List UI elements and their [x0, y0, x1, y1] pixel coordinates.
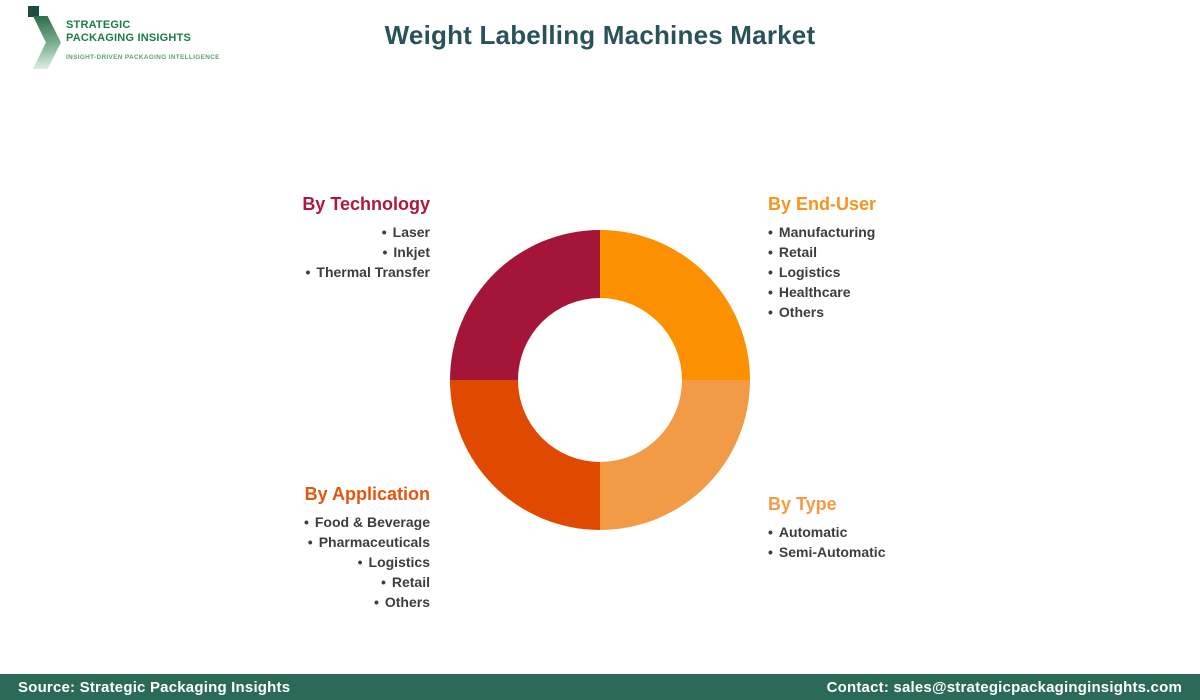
list-item: • Thermal Transfer	[120, 262, 430, 282]
list-item: • Automatic	[768, 522, 1078, 542]
bullet-dot: •	[303, 514, 309, 530]
list-item: • Logistics	[120, 552, 430, 572]
list-item-label: Retail	[391, 574, 430, 590]
category-block-technology: By Technology • Laser • Inkjet • Thermal Tr…	[120, 193, 430, 282]
list-item-label: Manufacturing	[778, 224, 876, 240]
footer-source-text: Source: Strategic Packaging Insights	[18, 678, 291, 696]
bullet-dot: •	[768, 524, 773, 540]
category-title-enduser: By End-User	[768, 194, 877, 214]
list-item: • Healthcare	[768, 282, 1078, 302]
list-item: • Retail	[120, 572, 430, 592]
category-block-type: By Type • Automatic • Semi-Automatic	[768, 493, 1078, 562]
donut-hole	[518, 298, 682, 462]
brand-logo: STRATEGIC PACKAGING INSIGHTS INSIGHT-DRI…	[28, 6, 220, 76]
footer-contact-text: Contact: sales@strategicpackaginginsight…	[826, 678, 1182, 696]
list-item-label: Retail	[778, 244, 818, 260]
footer-bar: Source: Strategic Packaging Insights Con…	[0, 674, 1200, 700]
list-item: • Retail	[768, 242, 1078, 262]
bullet-dot: •	[381, 224, 387, 240]
list-item-label: Others	[384, 594, 430, 610]
list-item-label: Logistics	[368, 554, 430, 570]
list-item-label: Logistics	[778, 264, 841, 280]
brand-name: STRATEGIC PACKAGING INSIGHTS INSIGHT-DRI…	[66, 19, 220, 61]
list-item-label: Pharmaceuticals	[318, 534, 430, 550]
list-item: • Pharmaceuticals	[120, 532, 430, 552]
bullet-dot: •	[307, 534, 313, 550]
bullet-dot: •	[768, 284, 773, 300]
bullet-dot: •	[768, 304, 773, 320]
list-item-label: Others	[778, 304, 825, 320]
list-item: • Inkjet	[120, 242, 430, 262]
list-item-label: Healthcare	[778, 284, 851, 300]
list-item-label: Inkjet	[393, 244, 430, 260]
bullet-dot: •	[768, 264, 773, 280]
list-item: • Semi-Automatic	[768, 542, 1078, 562]
bullet-dot: •	[373, 594, 379, 610]
bullet-dot: •	[768, 224, 773, 240]
bullet-dot: •	[357, 554, 363, 570]
brand-name-line1: STRATEGIC	[66, 19, 131, 31]
list-item-label: Semi-Automatic	[778, 544, 886, 560]
bullet-dot: •	[382, 244, 388, 260]
list-item: • Logistics	[768, 262, 1078, 282]
list-item: • Others	[768, 302, 1078, 322]
category-list-type: • Automatic • Semi-Automatic	[768, 522, 1078, 562]
category-block-application: By Application • Food & Beverage • Pharmac…	[120, 483, 430, 612]
bullet-dot: •	[380, 574, 386, 590]
list-item: • Others	[120, 592, 430, 612]
list-item-label: Laser	[392, 224, 430, 240]
category-title-application: By Application	[304, 484, 430, 504]
list-item-label: Automatic	[778, 524, 848, 540]
brand-name-line2: PACKAGING INSIGHTS	[66, 32, 192, 44]
donut-chart	[450, 230, 750, 530]
list-item: • Manufacturing	[768, 222, 1078, 242]
logo-accent-square	[28, 6, 39, 17]
category-title-technology: By Technology	[302, 194, 430, 214]
category-title-type: By Type	[768, 494, 837, 514]
page-title: Weight Labelling Machines Market	[384, 20, 816, 50]
brand-tagline: INSIGHT-DRIVEN PACKAGING INTELLIGENCE	[66, 54, 220, 61]
category-list-application: • Food & Beverage • Pharmaceuticals • Logis…	[120, 512, 430, 612]
bullet-dot: •	[768, 244, 773, 260]
category-list-technology: • Laser • Inkjet • Thermal Transfer	[120, 222, 430, 282]
bullet-dot: •	[305, 264, 311, 280]
category-block-enduser: By End-User • Manufacturing • Retail • Logi…	[768, 193, 1078, 322]
bullet-dot: •	[768, 544, 773, 560]
list-item: • Food & Beverage	[120, 512, 430, 532]
category-list-enduser: • Manufacturing • Retail • Logistics • Healt…	[768, 222, 1078, 322]
list-item-label: Thermal Transfer	[316, 264, 430, 280]
list-item: • Laser	[120, 222, 430, 242]
list-item-label: Food & Beverage	[314, 514, 430, 530]
